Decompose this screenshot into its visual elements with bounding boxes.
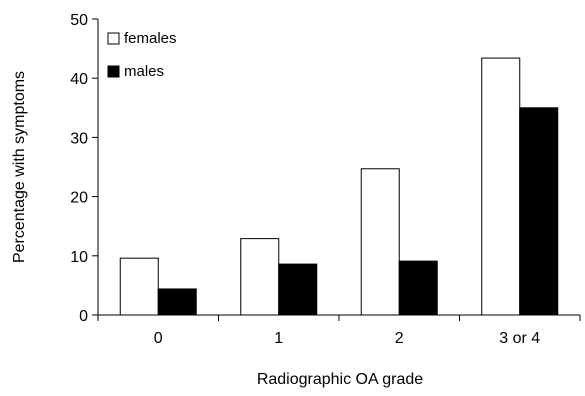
legend-swatch-males [107,65,120,78]
y-tick-label-0: 0 [79,308,88,325]
bar-females-1 [240,238,280,316]
legend-label-males: males [124,63,164,80]
y-tick-label-10: 10 [70,249,88,266]
x-tick-label-0: 0 [154,330,163,347]
x-tick-label-3: 3 or 4 [499,330,540,347]
bar-females-3 [481,57,521,316]
bar-females-0 [119,257,159,316]
legend-swatch-females [107,32,120,45]
legend-label-females: females [124,30,177,47]
bar-males-2 [398,260,438,316]
x-tick-label-1: 1 [274,330,283,347]
y-tick-label-40: 40 [70,71,88,88]
y-tick-label-50: 50 [70,12,88,29]
bar-males-3 [519,107,559,316]
bar-males-1 [278,263,318,316]
y-axis-title: Percentage with symptoms [11,71,28,263]
plot-area: 0 10 20 30 40 50 0 1 2 3 or 4 [70,12,581,347]
y-tick-label-20: 20 [70,190,88,207]
bar-females-2 [360,168,400,316]
x-axis-title: Radiographic OA grade [257,371,423,388]
y-tick-label-30: 30 [70,130,88,147]
x-tick-label-2: 2 [395,330,404,347]
bar-males-0 [157,288,197,316]
legend: females males [107,30,177,80]
